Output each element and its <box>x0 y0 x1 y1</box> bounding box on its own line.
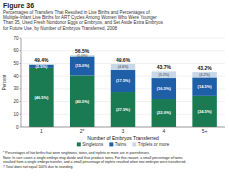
total-label: 43.7% <box>157 64 172 70</box>
segment-label: (46.5%) <box>34 95 49 100</box>
note: Note: In rare cases a single embryo may … <box>3 156 183 160</box>
segment-label: (27.5%) <box>116 107 131 112</box>
bar-segment <box>70 56 94 75</box>
legend-swatch <box>77 142 81 146</box>
segment-label: (5.2%) <box>159 73 170 77</box>
data-labels: (46.5%) (40.5%) (27.5%) (22.0%) (24.5%) (2.5%… <box>34 48 212 115</box>
title: Figure 36 <box>3 2 34 10</box>
grid-line <box>21 38 225 39</box>
segment-label: (16.5%) <box>157 86 172 91</box>
y-tick-label: 60 <box>13 48 19 53</box>
y-axis-label: Percent <box>2 74 7 90</box>
segment-label: (1.0%) <box>77 54 88 58</box>
total-label: 43.2% <box>198 65 213 71</box>
note: resulted from a single embryo transfer, … <box>3 160 186 164</box>
segment-label: (4.6%) <box>118 65 129 69</box>
total-label: 49.4% <box>34 57 49 63</box>
y-tick-label: 40 <box>13 74 19 79</box>
legend: Singletons Twins Triplets or more <box>77 142 170 147</box>
subtitle: for Future Use, by Number of Embryos Tra… <box>3 26 118 31</box>
segment-label: (2.5%) <box>36 64 48 69</box>
bars <box>29 55 217 127</box>
legend-swatch <box>132 142 136 146</box>
segment-label: (4.2%) <box>199 73 210 77</box>
chart: Figure 36Percentages of Transfers That R… <box>0 0 229 184</box>
x-tick-label: 1 <box>40 128 43 134</box>
segment-label: (14.5%) <box>198 84 213 89</box>
total-label: 56.5% <box>75 48 90 54</box>
y-tick-label: 0 <box>16 125 19 130</box>
x-tick-label: 4 <box>162 128 165 134</box>
bar-segment <box>152 71 176 78</box>
bar-segment <box>152 99 176 127</box>
y-axis <box>21 38 22 127</box>
bar-segment <box>192 72 216 77</box>
bar-segment <box>111 64 135 70</box>
grid-line <box>21 50 225 51</box>
bar-segment <box>192 77 216 95</box>
legend-label: Twins <box>115 142 127 147</box>
segment-label: (24.5%) <box>198 109 213 114</box>
x-axis-label: Number of Embryos Transferred <box>87 135 159 141</box>
x-tick-label: 3 <box>122 128 125 134</box>
grid-line <box>21 63 225 64</box>
y-tick-label: 70 <box>13 36 19 41</box>
segment-label: (40.5%) <box>75 99 90 104</box>
segment-label: (17.5%) <box>116 78 131 83</box>
y-tick-label: 10 <box>13 112 19 117</box>
legend-label: Triplets or more <box>138 142 170 147</box>
y-tick-label: 30 <box>13 86 19 91</box>
note: † Total does not equal 100% due to round… <box>3 165 73 169</box>
segment-label: (15.0%) <box>75 63 90 68</box>
legend-label: Singletons <box>82 142 104 147</box>
bar-segment <box>111 92 135 127</box>
legend-swatch <box>109 142 113 146</box>
y-tick-label: 50 <box>13 61 19 66</box>
total-label: 49.6% <box>116 57 131 63</box>
bar-segment <box>192 96 216 127</box>
x-tick-label: 2* <box>80 128 85 134</box>
bar-segment <box>29 68 53 127</box>
note: * Percentages of live births that were s… <box>3 151 150 155</box>
x-tick-label: 5+ <box>202 128 208 134</box>
segment-label: (22.0%) <box>157 110 172 115</box>
bar-segment <box>111 70 135 92</box>
y-tick-label: 20 <box>13 99 19 104</box>
bar-segment <box>70 76 94 127</box>
bar-segment <box>152 78 176 99</box>
